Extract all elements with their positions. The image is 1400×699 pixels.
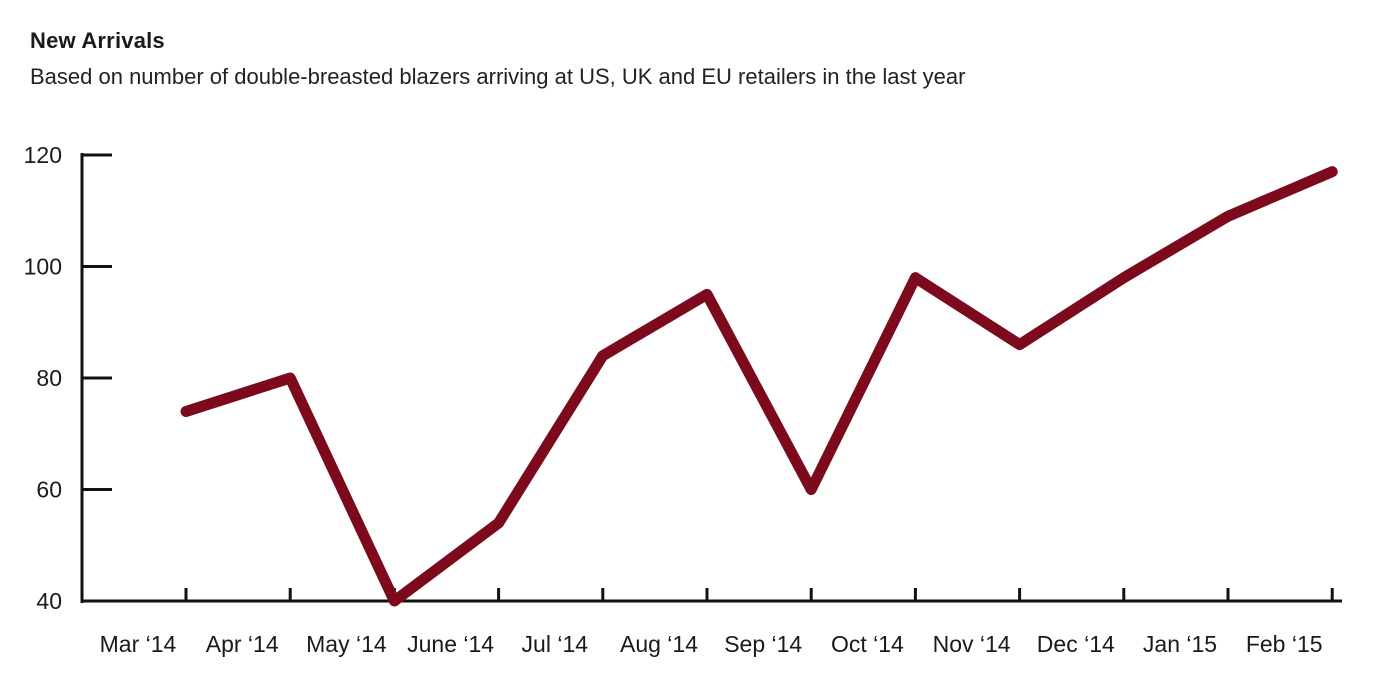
- x-tick-label: Oct ‘14: [831, 631, 904, 657]
- y-tick-label: 120: [24, 142, 62, 168]
- x-tick-label: Aug ‘14: [620, 631, 698, 657]
- y-axis-ticks: 40 60 80 100 120: [24, 142, 112, 614]
- y-tick-label: 100: [24, 254, 62, 280]
- chart-subtitle: Based on number of double-breasted blaze…: [30, 64, 966, 89]
- x-tick-label: Sep ‘14: [724, 631, 802, 657]
- x-tick-label: Apr ‘14: [206, 631, 279, 657]
- x-tick-label: Dec ‘14: [1037, 631, 1115, 657]
- x-axis-ticks: Mar ‘14 Apr ‘14 May ‘14 June ‘14 Jul ‘14 Aug …: [100, 588, 1334, 657]
- x-tick-label: Jan ‘15: [1143, 631, 1217, 657]
- y-tick-label: 40: [36, 588, 62, 614]
- y-tick-label: 80: [36, 365, 62, 391]
- series-layer: [180, 166, 1338, 607]
- y-tick-label: 60: [36, 477, 62, 503]
- chart-title: New Arrivals: [30, 28, 165, 53]
- chart-axes: [80, 153, 1342, 603]
- x-tick-label: Jul ‘14: [522, 631, 589, 657]
- x-tick-label: June ‘14: [407, 631, 494, 657]
- x-tick-label: Nov ‘14: [933, 631, 1011, 657]
- x-tick-label: May ‘14: [306, 631, 387, 657]
- x-tick-label: Feb ‘15: [1246, 631, 1323, 657]
- series-line: [180, 166, 1338, 607]
- x-tick-label: Mar ‘14: [100, 631, 177, 657]
